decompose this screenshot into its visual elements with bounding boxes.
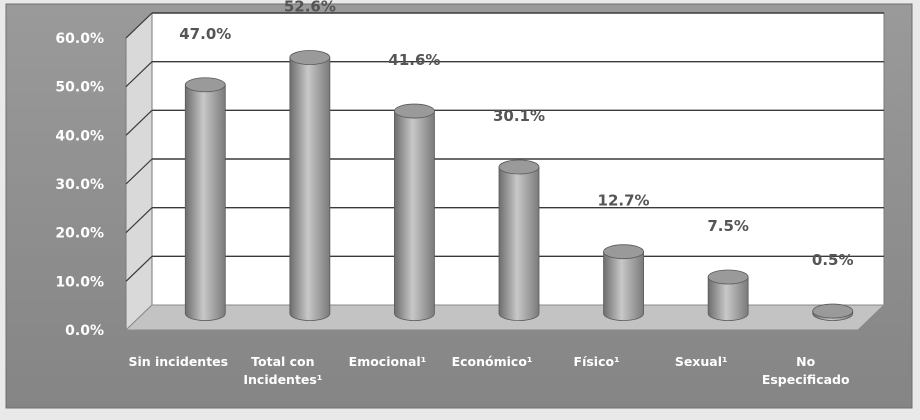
bar-body <box>394 110 435 321</box>
gridline-side <box>125 12 153 39</box>
x-tick-label: Incidentes¹ <box>243 372 322 387</box>
x-tick-label: Total con <box>251 354 314 369</box>
bar <box>812 303 854 321</box>
bar <box>394 103 435 321</box>
bar-body <box>498 166 540 321</box>
bar-body <box>707 276 749 321</box>
data-label: 30.1% <box>493 107 545 125</box>
gridline-side <box>125 109 153 136</box>
data-label: 41.6% <box>388 51 440 69</box>
gridline-side <box>125 158 153 185</box>
x-tick-label: Económico¹ <box>452 354 533 369</box>
data-label: 47.0% <box>179 25 231 43</box>
bar <box>498 159 540 321</box>
gridline-side <box>125 61 153 88</box>
bar-top <box>812 303 854 319</box>
bar-top <box>289 50 331 65</box>
x-tick-label: Emocional¹ <box>349 354 427 369</box>
bar <box>707 269 749 321</box>
y-tick-label: 10.0% <box>55 274 104 290</box>
bar-body <box>603 251 644 321</box>
bar-top <box>707 269 749 285</box>
data-label: 7.5% <box>707 217 749 235</box>
data-label: 52.6% <box>284 0 336 16</box>
y-tick-label: 60.0% <box>55 31 104 47</box>
gridline-side <box>125 207 153 234</box>
bar-top <box>394 103 435 119</box>
x-tick-label: Sexual¹ <box>675 354 728 369</box>
y-tick-label: 50.0% <box>55 80 104 96</box>
gridline-side <box>125 255 153 282</box>
bar-body <box>184 84 226 321</box>
data-label: 0.5% <box>812 251 854 269</box>
y-tick-label: 20.0% <box>55 226 104 242</box>
data-label: 12.7% <box>598 192 650 210</box>
x-tick-label: No <box>796 354 815 369</box>
bar-top <box>603 244 644 260</box>
bar <box>603 244 644 321</box>
bar-top <box>498 159 540 175</box>
bar <box>289 50 331 321</box>
x-tick-label: Físico¹ <box>574 354 620 369</box>
y-tick-label: 30.0% <box>55 177 104 193</box>
x-tick-label: Sin incidentes <box>128 354 228 369</box>
y-tick-label: 0.0% <box>65 323 104 339</box>
bar-top <box>184 77 226 93</box>
y-tick-label: 40.0% <box>55 128 104 144</box>
bar <box>184 77 226 321</box>
x-tick-label: Especificado <box>762 372 850 387</box>
bar-body <box>289 57 331 321</box>
